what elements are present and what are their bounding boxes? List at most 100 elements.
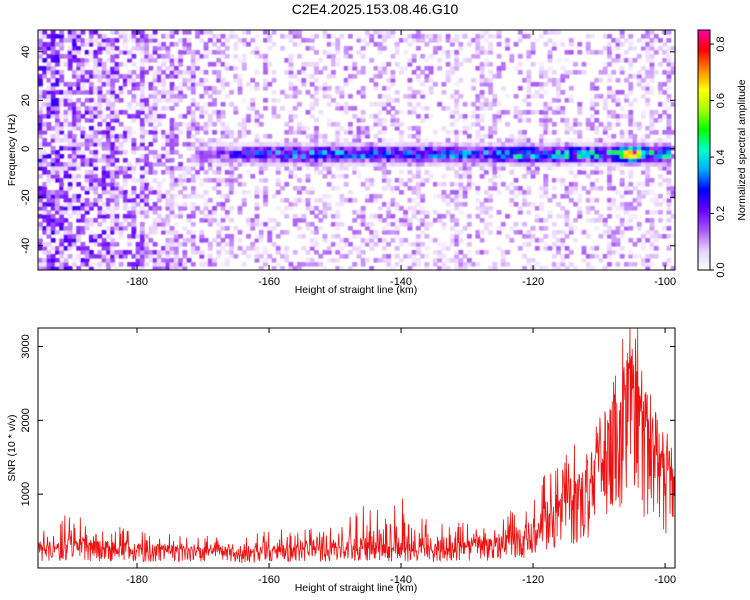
heatmap-cell	[63, 266, 69, 270]
heatmap-cell	[539, 154, 544, 159]
heatmap-cell	[110, 114, 116, 119]
heatmap-cell	[547, 246, 553, 251]
heatmap-cell	[165, 202, 171, 207]
heatmap-cell	[564, 222, 570, 227]
heatmap-cell	[411, 210, 417, 215]
heatmap-cell	[394, 142, 400, 147]
heatmap-cell	[80, 218, 86, 223]
heatmap-cell	[666, 142, 672, 147]
heatmap-cell	[161, 162, 166, 167]
heatmap-cell	[381, 142, 387, 147]
heatmap-cell	[169, 202, 175, 207]
heatmap-cell	[122, 158, 128, 163]
heatmap-cell	[500, 222, 506, 227]
heatmap-cell	[67, 182, 73, 187]
heatmap-cell	[71, 126, 77, 131]
heatmap-cell	[445, 158, 451, 163]
heatmap-cell	[598, 186, 604, 191]
heatmap-cell	[148, 258, 154, 263]
heatmap-cell	[590, 122, 595, 127]
heatmap-cell	[590, 254, 595, 259]
heatmap-cell	[127, 70, 133, 75]
heatmap-cell	[220, 126, 226, 131]
heatmap-cell	[186, 50, 192, 55]
heatmap-cell	[356, 162, 362, 167]
heatmap-cell	[84, 206, 90, 211]
heatmap-cell	[224, 158, 230, 163]
heatmap-cell	[352, 62, 358, 67]
heatmap-cell	[127, 90, 133, 95]
heatmap-cell	[258, 166, 264, 171]
heatmap-cell	[454, 242, 460, 247]
heatmap-cell	[381, 146, 387, 151]
heatmap-cell	[152, 130, 158, 135]
heatmap-cell	[199, 154, 205, 159]
heatmap-cell	[641, 114, 646, 119]
heatmap-cell	[105, 182, 111, 187]
heatmap-cell	[517, 30, 523, 35]
heatmap-cell	[165, 66, 171, 71]
heatmap-cell	[71, 158, 77, 163]
heatmap-cell	[598, 122, 604, 127]
heatmap-cell	[343, 162, 349, 167]
heatmap-cell	[297, 78, 302, 83]
heatmap-cell	[110, 86, 116, 91]
heatmap-cell	[63, 162, 69, 167]
heatmap-cell	[190, 246, 196, 251]
heatmap-cell	[398, 154, 404, 159]
heatmap-cell	[165, 158, 171, 163]
heatmap-cell	[297, 158, 302, 163]
heatmap-cell	[301, 70, 307, 75]
heatmap-cell	[127, 126, 133, 131]
heatmap-cell	[658, 114, 663, 119]
heatmap-cell	[326, 206, 332, 211]
heatmap-cell	[437, 142, 443, 147]
heatmap-cell	[394, 206, 400, 211]
heatmap-cell	[539, 134, 544, 139]
heatmap-cell	[63, 226, 69, 231]
heatmap-cell	[148, 82, 154, 87]
heatmap-cell	[195, 174, 200, 179]
heatmap-cell	[122, 206, 128, 211]
heatmap-cell	[458, 194, 464, 199]
heatmap-cell	[195, 154, 200, 159]
heatmap-cell	[156, 70, 162, 75]
heatmap-cell	[254, 134, 260, 139]
heatmap-cell	[152, 190, 158, 195]
heatmap-cell	[46, 162, 52, 167]
heatmap-cell	[139, 86, 145, 91]
heatmap-cell	[632, 122, 638, 127]
heatmap-cell	[139, 166, 145, 171]
heatmap-cell	[445, 258, 451, 263]
heatmap-cell	[649, 218, 655, 223]
heatmap-cell	[649, 118, 655, 123]
heatmap-cell	[653, 198, 659, 203]
heatmap-cell	[105, 42, 111, 47]
heatmap-cell	[93, 174, 99, 179]
heatmap-cell	[305, 90, 311, 95]
heatmap-cell	[161, 142, 166, 147]
heatmap-cell	[139, 250, 145, 255]
heatmap-cell	[288, 118, 294, 123]
heatmap-cell	[513, 162, 519, 167]
heatmap-cell	[38, 54, 43, 59]
heatmap-cell	[449, 238, 455, 243]
heatmap-cell	[322, 86, 328, 91]
heatmap-cell	[88, 38, 94, 43]
heatmap-cell	[632, 154, 638, 159]
heatmap-cell	[233, 150, 239, 155]
heatmap-cell	[63, 262, 69, 267]
heatmap-cell	[59, 194, 65, 199]
heatmap-cell	[428, 90, 434, 95]
heatmap-cell	[619, 246, 625, 251]
heatmap-cell	[322, 94, 328, 99]
heatmap-cell	[284, 150, 290, 155]
heatmap-cell	[42, 114, 48, 119]
heatmap-cell	[420, 90, 426, 95]
heatmap-cell	[483, 98, 489, 103]
heatmap-cell	[246, 234, 251, 239]
heatmap-cell	[297, 102, 302, 107]
heatmap-cell	[343, 110, 349, 115]
heatmap-cell	[449, 214, 455, 219]
heatmap-cell	[216, 162, 222, 167]
